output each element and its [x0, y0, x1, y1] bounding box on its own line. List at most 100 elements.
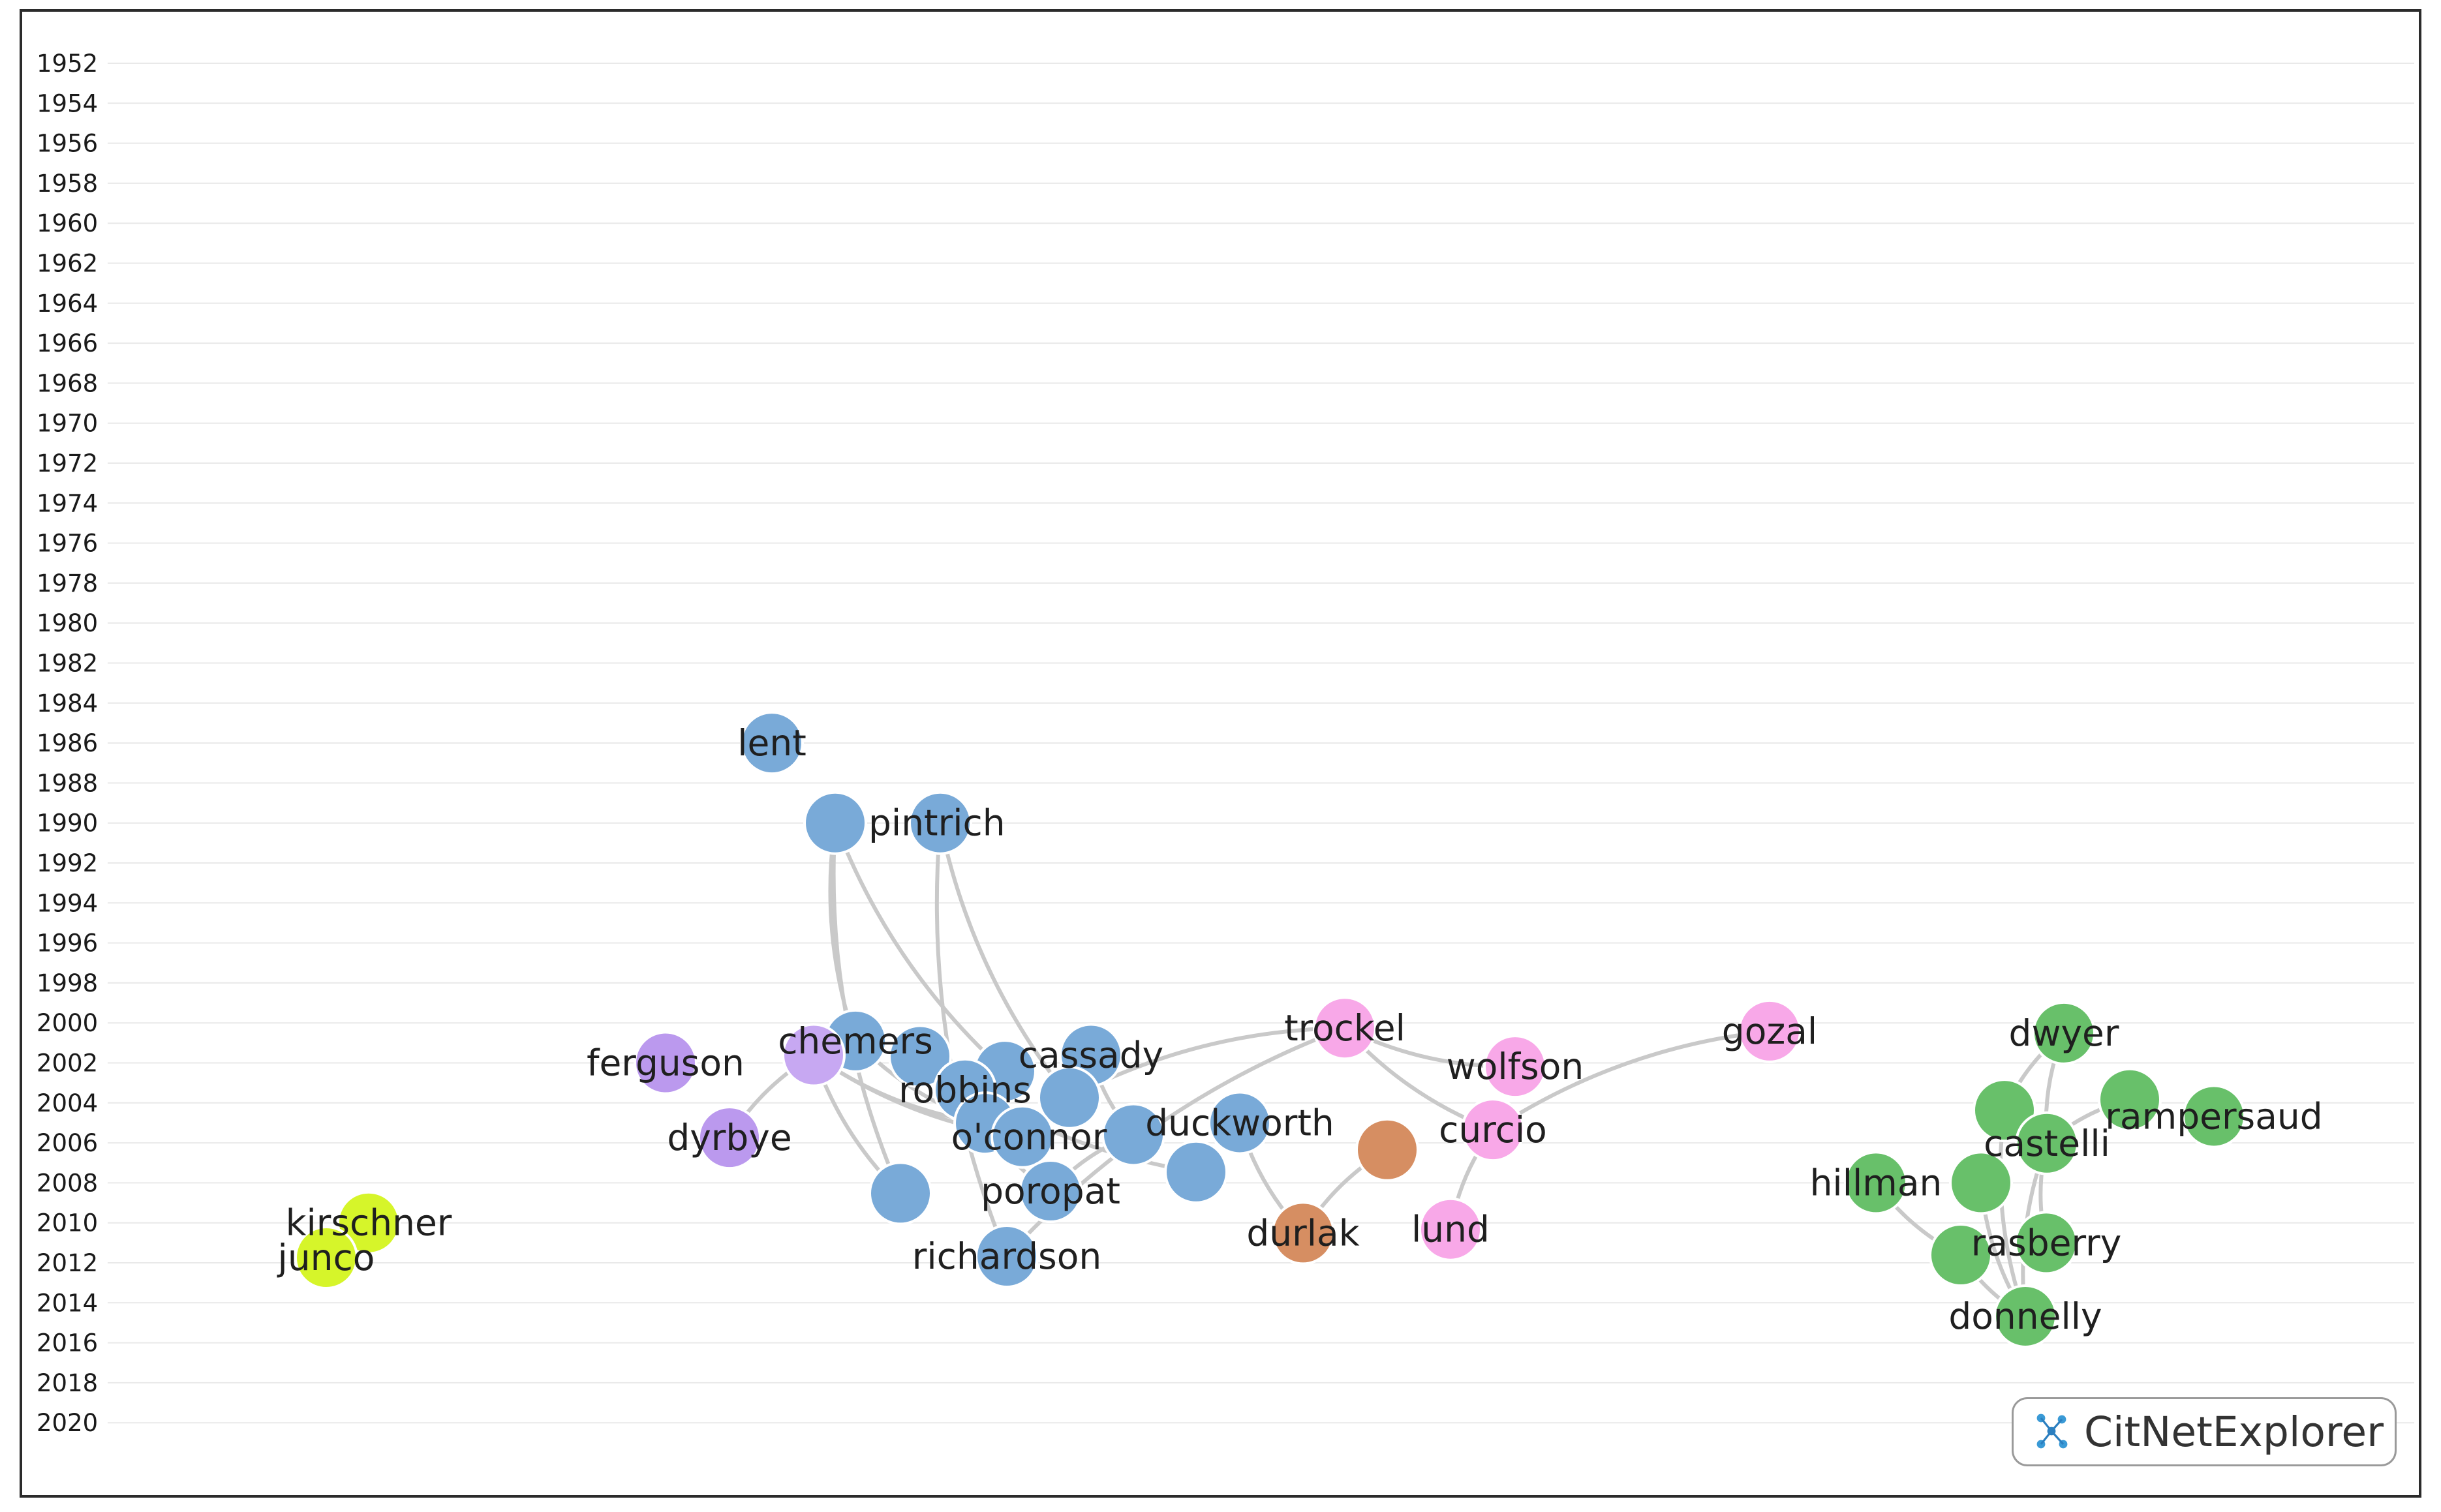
publication-node-g2[interactable] — [2098, 1067, 2162, 1132]
publication-node-dwyer[interactable] — [2032, 1001, 2096, 1065]
publication-node-richardson[interactable] — [975, 1224, 1039, 1288]
year-label-1968: 1968 — [37, 369, 98, 397]
year-label-1964: 1964 — [37, 290, 98, 318]
publication-label-castelli: castelli — [1984, 1123, 2110, 1164]
publication-node-oconnor[interactable] — [990, 1104, 1054, 1169]
publication-node-o1[interactable] — [1355, 1117, 1419, 1182]
year-label-1954: 1954 — [37, 89, 98, 117]
year-label-1986: 1986 — [37, 729, 98, 757]
publication-label-lund: lund — [1411, 1209, 1490, 1250]
year-label-1998: 1998 — [37, 969, 98, 997]
publication-label-richardson: richardson — [912, 1235, 1101, 1277]
publication-label-gozal: gozal — [1722, 1010, 1817, 1052]
publication-label-wolfson: wolfson — [1447, 1046, 1584, 1087]
publication-label-durlak: durlak — [1246, 1212, 1359, 1254]
publication-node-rampersaud[interactable] — [2182, 1084, 2246, 1149]
publication-node-pintrich_a[interactable] — [803, 791, 867, 855]
publication-node-lund[interactable] — [1419, 1197, 1482, 1262]
year-label-2018: 2018 — [37, 1369, 98, 1397]
year-label-1978: 1978 — [37, 569, 98, 597]
publication-label-trockel: trockel — [1284, 1007, 1405, 1049]
publication-node-hillman[interactable] — [1844, 1151, 1908, 1215]
year-label-1972: 1972 — [37, 449, 98, 477]
publication-node-g5[interactable] — [1929, 1223, 1993, 1287]
publication-node-ferguson[interactable] — [634, 1031, 698, 1095]
publication-node-durlak[interactable] — [1271, 1201, 1335, 1265]
publication-label-dyrbye: dyrbye — [667, 1117, 791, 1158]
publication-node-duckworth[interactable] — [1208, 1091, 1272, 1155]
year-label-1960: 1960 — [37, 209, 98, 237]
year-axis: 1952 1954 1956 1958 1960 1962 1964 1966 1968 1970… — [37, 50, 98, 1437]
publication-node-g4[interactable] — [1949, 1151, 2013, 1215]
citnetexplorer-badge: CitNetExplorer — [2012, 1397, 2397, 1466]
year-label-1952: 1952 — [37, 50, 98, 78]
year-label-1982: 1982 — [37, 650, 98, 678]
publication-label-hillman: hillman — [1810, 1162, 1942, 1203]
publication-label-poropat: poropat — [981, 1170, 1120, 1212]
year-label-1976: 1976 — [37, 530, 98, 558]
citation-edge-pintrich_a-b8 — [831, 823, 902, 1194]
year-label-1992: 1992 — [37, 849, 98, 877]
year-label-1988: 1988 — [37, 769, 98, 797]
publication-label-lent: lent — [737, 722, 806, 764]
publication-label-junco: junco — [277, 1237, 375, 1278]
publication-label-kirschner: kirschner — [286, 1202, 452, 1244]
year-label-1980: 1980 — [37, 609, 98, 637]
citnet-network-icon — [2036, 1414, 2068, 1449]
year-label-2012: 2012 — [37, 1249, 98, 1277]
publication-node-p2[interactable] — [782, 1023, 846, 1087]
year-label-1974: 1974 — [37, 489, 98, 517]
publication-node-rasberry[interactable] — [2014, 1211, 2078, 1275]
publication-label-ferguson: ferguson — [587, 1042, 745, 1084]
publication-label-oconnor: o'connor — [951, 1116, 1107, 1158]
brand-name: CitNetExplorer — [2084, 1408, 2384, 1456]
year-gridlines — [108, 63, 2414, 1424]
citation-edge-gozal-curcio — [1492, 1029, 1770, 1132]
publication-node-b5[interactable] — [1101, 1102, 1165, 1167]
publication-label-dwyer: dwyer — [2009, 1012, 2119, 1054]
publication-node-wolfson[interactable] — [1483, 1035, 1547, 1099]
publication-node-b4[interactable] — [1037, 1065, 1101, 1130]
year-label-1966: 1966 — [37, 329, 98, 357]
publication-label-robbins: robbins — [898, 1069, 1032, 1111]
publication-node-b2[interactable] — [888, 1024, 952, 1089]
year-label-2014: 2014 — [37, 1289, 98, 1317]
publication-node-g3[interactable] — [1973, 1078, 2036, 1143]
publication-node-pintrich[interactable] — [908, 791, 972, 855]
publication-label-cassady: cassady — [1019, 1035, 1163, 1076]
year-label-1962: 1962 — [37, 250, 98, 278]
publication-node-curcio[interactable] — [1461, 1098, 1525, 1162]
year-label-2006: 2006 — [37, 1129, 98, 1157]
publication-node-b8[interactable] — [868, 1161, 932, 1226]
year-label-2008: 2008 — [37, 1169, 98, 1197]
year-label-1996: 1996 — [37, 930, 98, 958]
year-label-2002: 2002 — [37, 1050, 98, 1078]
publication-label-duckworth: duckworth — [1145, 1102, 1334, 1143]
year-label-1994: 1994 — [37, 889, 98, 917]
publication-label-donnelly: donnelly — [1948, 1295, 2102, 1337]
publication-node-trockel[interactable] — [1313, 996, 1377, 1061]
publication-node-junco[interactable] — [294, 1226, 358, 1290]
year-label-1990: 1990 — [37, 809, 98, 838]
year-label-1970: 1970 — [37, 410, 98, 438]
citation-edge-pintrich_a-b3 — [833, 822, 1007, 1073]
publication-node-castelli[interactable] — [2015, 1111, 2079, 1175]
publication-label-curcio: curcio — [1439, 1109, 1547, 1151]
publication-node-donnelly[interactable] — [1993, 1284, 2057, 1348]
year-label-2000: 2000 — [37, 1009, 98, 1037]
publication-node-kirschner[interactable] — [337, 1190, 401, 1255]
publication-node-b7[interactable] — [1164, 1140, 1228, 1204]
citation-edge-pintrich-b4 — [938, 823, 1071, 1099]
publication-label-rampersaud: rampersaud — [2105, 1095, 2322, 1137]
publication-label-pintrich: pintrich — [868, 802, 1006, 844]
publication-label-rasberry: rasberry — [1971, 1222, 2122, 1263]
publication-node-poropat[interactable] — [1019, 1159, 1082, 1224]
publication-node-dyrbye[interactable] — [698, 1106, 761, 1170]
year-label-1956: 1956 — [37, 130, 98, 158]
publication-node-gozal[interactable] — [1738, 999, 1802, 1063]
publication-node-lent[interactable] — [740, 711, 804, 776]
year-label-2004: 2004 — [37, 1089, 98, 1117]
year-label-1958: 1958 — [37, 170, 98, 198]
